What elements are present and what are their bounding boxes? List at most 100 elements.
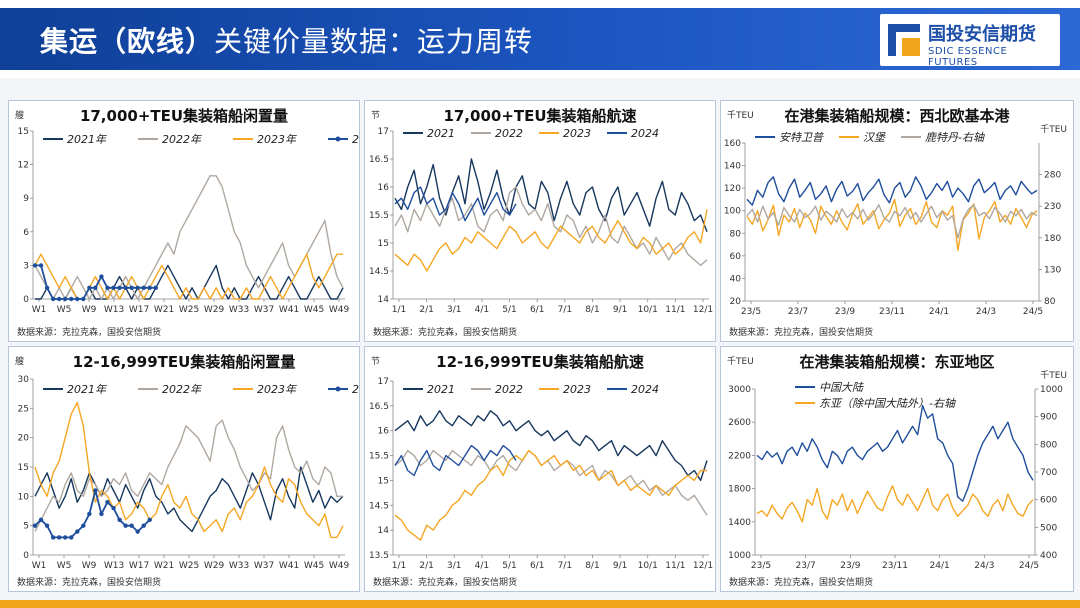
x-tick-label: W37	[254, 561, 274, 571]
series-line-2	[394, 209, 708, 272]
x-tick-label: 24/5	[1019, 561, 1039, 571]
series-point	[99, 511, 104, 517]
y-tick-label: 0	[23, 295, 29, 305]
chart-title: 17,000+TEU集装箱船闲置量	[80, 107, 288, 125]
x-tick-label: 1/1	[392, 305, 406, 315]
chart-panel-c5: 12-16,999TEU集装箱船航速 节 13.5 14 14.5 15 15.5 16 16.…	[364, 346, 716, 592]
x-tick-label: W45	[304, 561, 324, 571]
source-note: 数据来源：克拉克森，国投安信期货	[17, 326, 161, 338]
series-point	[141, 523, 146, 528]
x-tick-label: 24/5	[1023, 307, 1043, 317]
x-tick-label: W9	[82, 305, 97, 315]
y-unit-label: 千TEU	[727, 110, 754, 121]
legend-label-1: 东亚（除中国大陆外）-右轴	[819, 397, 956, 410]
x-tick-label: W41	[279, 305, 299, 315]
y-tick-label: 6	[23, 228, 29, 238]
y-tick-label: 15	[18, 127, 29, 137]
x-tick-label: 3/1	[447, 305, 461, 315]
series-point	[135, 529, 140, 534]
series-line-0	[746, 176, 1038, 206]
x-tick-label: W17	[129, 305, 149, 315]
x-tick-label: 6/1	[530, 305, 544, 315]
y-tick-label: 10	[18, 492, 30, 502]
x-tick-label: W33	[229, 305, 249, 315]
x-tick-label: 23/11	[882, 561, 908, 571]
logo-mark-icon	[888, 24, 920, 56]
x-tick-label: 4/1	[475, 305, 489, 315]
y-tick-label: 15	[18, 463, 29, 473]
x-tick-label: 7/1	[558, 305, 572, 315]
y-tick-label: 14.5	[369, 267, 389, 277]
x-tick-label: 23/5	[751, 561, 771, 571]
source-note: 数据来源：克拉克森，国投安信期货	[373, 326, 517, 338]
y-unit-label: 节	[371, 356, 380, 367]
y-tick-label: 1800	[728, 485, 751, 495]
series-point	[32, 523, 38, 528]
y-right-tick-label: 400	[1040, 551, 1057, 561]
series-point	[111, 505, 116, 511]
series-line-3	[35, 264, 156, 300]
series-point	[99, 274, 104, 279]
series-line-1	[34, 419, 343, 532]
x-tick-label: 24/3	[974, 561, 994, 571]
y-right-tick-label: 180	[1044, 234, 1061, 244]
series-point	[69, 535, 74, 540]
x-tick-label: 1/1	[392, 561, 406, 571]
x-tick-label: 6/1	[530, 561, 544, 571]
y-tick-label: 9	[23, 194, 29, 204]
series-point	[56, 296, 62, 302]
x-tick-label: W29	[204, 561, 225, 571]
logo-cn: 国投安信期货	[928, 24, 1036, 45]
x-tick-label: W9	[82, 561, 97, 571]
x-tick-label: 23/9	[835, 307, 855, 317]
y-tick-label: 40	[730, 274, 742, 284]
y-tick-label: 80	[730, 229, 742, 239]
x-tick-label: 2/1	[419, 561, 433, 571]
series-line-0	[34, 466, 344, 533]
legend-label-3: 2024	[631, 383, 659, 396]
y-tick-label: 0	[23, 551, 29, 561]
x-tick-label: W5	[57, 561, 72, 571]
chart-title: 12-16,999TEU集装箱船航速	[436, 353, 644, 371]
series-line-1	[394, 186, 708, 267]
series-point	[87, 285, 92, 290]
y-unit-label: 节	[371, 110, 380, 121]
legend-label-0: 2021	[427, 383, 455, 396]
series-point	[123, 285, 128, 290]
y-tick-label: 12	[18, 161, 29, 171]
y-right-tick-label: 500	[1040, 523, 1057, 533]
y-tick-label: 20	[730, 297, 742, 307]
y-tick-label: 16	[378, 183, 390, 193]
legend-marker	[335, 386, 341, 392]
x-tick-label: 23/11	[879, 307, 905, 317]
x-tick-label: 11/1	[665, 561, 685, 571]
x-tick-label: 8/1	[585, 305, 599, 315]
title-bold: 集运（欧线）	[40, 25, 215, 58]
x-tick-label: W21	[154, 561, 174, 571]
chart-title: 12-16,999TEU集装箱船闲置量	[73, 353, 296, 371]
x-tick-label: 12/1	[693, 305, 713, 315]
series-point	[105, 285, 110, 290]
x-tick-label: 10/1	[638, 561, 658, 571]
y-tick-label: 2200	[728, 451, 751, 461]
y-tick-label: 3000	[728, 385, 751, 395]
legend-label-2: 2023	[563, 127, 591, 140]
x-tick-label: 23/5	[741, 307, 761, 317]
legend-label-2: 2023年	[257, 383, 297, 396]
header: 集运（欧线）关键价量数据：运力周转 国投安信期货 SDIC ESSENCE FU…	[0, 0, 1080, 78]
x-tick-label: W25	[179, 305, 199, 315]
y-tick-label: 1000	[728, 551, 751, 561]
legend-label-1: 2022年	[162, 133, 202, 146]
series-point	[75, 296, 80, 302]
series-point	[56, 535, 62, 540]
x-tick-label: W13	[104, 561, 124, 571]
y-tick-label: 15	[378, 476, 389, 486]
y-tick-label: 1400	[728, 518, 751, 528]
series-line-1	[746, 198, 1038, 251]
series-point	[69, 296, 74, 302]
chart-panel-c2: 17,000+TEU集装箱船航速 节 14 14.5 15 15.5 16 16.5 17 1/1…	[364, 100, 716, 342]
y-tick-label: 13.5	[369, 551, 389, 561]
y-tick-label: 100	[724, 207, 741, 217]
y-right-tick-label: 700	[1040, 468, 1057, 478]
y-right-tick-label: 130	[1044, 265, 1061, 275]
